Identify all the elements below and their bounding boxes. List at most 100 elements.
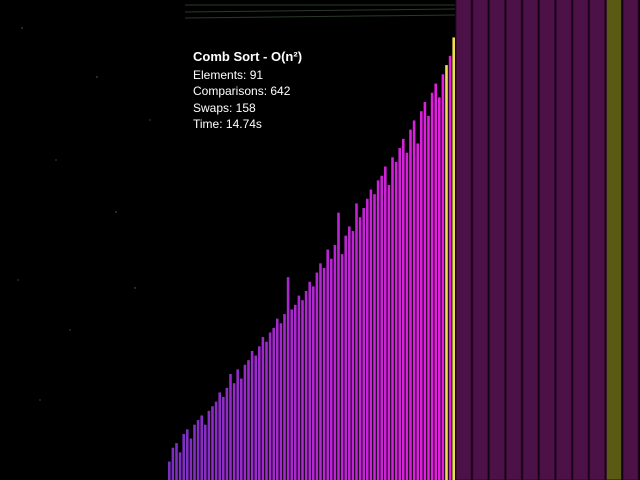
bar xyxy=(351,231,355,480)
bar xyxy=(522,0,539,480)
bar xyxy=(355,203,358,480)
bar xyxy=(254,355,257,480)
title: Comb Sort - O(n²) xyxy=(193,49,303,64)
bar xyxy=(366,198,369,480)
bar xyxy=(362,208,365,480)
bar xyxy=(380,175,383,480)
bar xyxy=(236,369,239,480)
bar xyxy=(472,0,489,480)
bar xyxy=(312,286,315,480)
bar xyxy=(452,37,455,480)
bar xyxy=(175,443,178,480)
bar xyxy=(326,249,329,480)
bar xyxy=(438,97,441,480)
bars xyxy=(168,0,639,480)
bar xyxy=(193,424,196,480)
bar xyxy=(225,387,229,480)
bar xyxy=(622,0,639,480)
bar xyxy=(218,392,221,480)
bar xyxy=(376,180,380,480)
bar xyxy=(589,0,606,480)
bar xyxy=(605,0,622,480)
bar xyxy=(384,166,387,480)
bar xyxy=(304,290,308,480)
bar xyxy=(211,406,214,480)
bar xyxy=(322,267,326,480)
stat-elements: Elements: 91 xyxy=(193,68,264,82)
bar xyxy=(358,217,362,480)
bar xyxy=(247,360,250,480)
bar xyxy=(402,138,405,480)
bar xyxy=(572,0,589,480)
bar xyxy=(405,152,409,480)
bar xyxy=(286,277,290,480)
bar xyxy=(240,378,243,480)
bar xyxy=(348,226,351,480)
stat-comparisons: Comparisons: 642 xyxy=(193,84,291,98)
bar xyxy=(308,281,311,480)
bar xyxy=(168,461,171,480)
bar xyxy=(229,373,232,480)
stat-swaps: Swaps: 158 xyxy=(193,101,256,115)
bar xyxy=(387,184,391,480)
bar xyxy=(337,212,340,480)
bar xyxy=(330,258,333,480)
bar xyxy=(250,350,254,480)
bar xyxy=(555,0,572,480)
bar xyxy=(283,314,286,480)
bar xyxy=(409,129,412,480)
bar xyxy=(434,83,437,480)
bar xyxy=(214,401,218,480)
bar xyxy=(430,92,434,480)
bar xyxy=(178,452,182,480)
bar xyxy=(207,410,211,480)
bar xyxy=(222,397,225,480)
bar xyxy=(394,161,398,480)
bar xyxy=(232,383,236,480)
bar xyxy=(369,189,373,480)
bar xyxy=(186,429,189,480)
bar xyxy=(297,295,301,480)
bar xyxy=(268,332,272,480)
bar xyxy=(445,65,448,480)
bar xyxy=(315,272,319,480)
bar xyxy=(301,300,304,480)
bar xyxy=(204,424,207,480)
bar xyxy=(505,0,522,480)
bar xyxy=(427,115,430,480)
bar xyxy=(398,148,401,480)
bar xyxy=(258,346,261,480)
bar xyxy=(373,194,376,480)
bar xyxy=(171,447,175,480)
bar xyxy=(319,263,322,480)
bar xyxy=(279,323,283,480)
bar xyxy=(196,420,200,480)
bar xyxy=(200,415,203,480)
bar xyxy=(333,244,337,480)
bar xyxy=(344,235,347,480)
bar xyxy=(391,157,394,480)
bar xyxy=(420,111,423,480)
bar xyxy=(539,0,556,480)
stars xyxy=(17,27,151,401)
bar xyxy=(182,433,185,480)
frame-lines xyxy=(184,4,456,19)
bar xyxy=(272,327,275,480)
bar xyxy=(290,309,293,480)
bar xyxy=(416,143,419,480)
bar xyxy=(265,341,268,480)
bar xyxy=(448,55,452,480)
bar xyxy=(340,254,344,480)
bar xyxy=(189,438,193,480)
bar xyxy=(441,74,445,480)
bar xyxy=(455,0,472,480)
stat-time: Time: 14.74s xyxy=(193,117,262,131)
bar xyxy=(243,364,247,480)
bar xyxy=(276,318,279,480)
bar xyxy=(294,304,297,480)
bar xyxy=(412,120,416,480)
bar xyxy=(261,337,265,480)
bar xyxy=(423,101,427,480)
